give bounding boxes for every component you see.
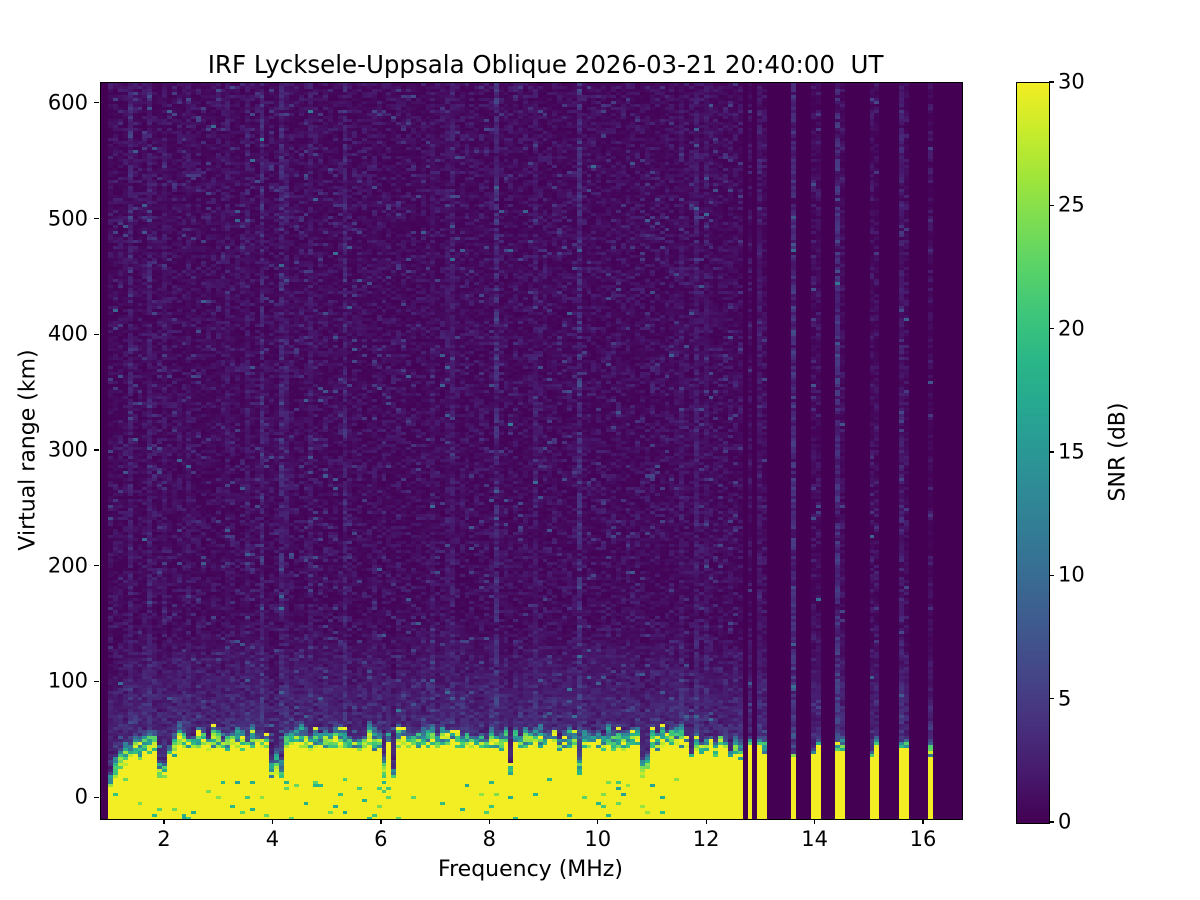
y-tick-mark xyxy=(94,680,99,683)
x-axis-title: Frequency (MHz) xyxy=(438,857,623,882)
y-tick-label: 500 xyxy=(47,206,88,231)
y-tick-label: 300 xyxy=(47,437,88,462)
y-tick-label: 400 xyxy=(47,321,88,346)
x-tick-mark xyxy=(163,819,165,824)
x-tick-mark xyxy=(380,819,382,824)
y-tick-label: 600 xyxy=(47,90,88,115)
x-tick-mark xyxy=(813,819,816,824)
y-tick-mark xyxy=(94,333,99,335)
colorbar-tick-label: 15 xyxy=(1058,439,1085,464)
y-tick-mark xyxy=(94,217,99,220)
y-tick-mark xyxy=(94,796,99,798)
colorbar-tick-label: 20 xyxy=(1058,316,1085,341)
y-tick-mark xyxy=(94,102,99,104)
x-tick-label: 8 xyxy=(482,827,496,851)
colorbar-tick-mark xyxy=(1049,698,1055,700)
colorbar xyxy=(1016,82,1050,824)
x-tick-mark xyxy=(597,819,599,824)
colorbar-tick-label: 5 xyxy=(1058,686,1072,711)
colorbar-gradient xyxy=(1017,83,1049,823)
x-tick-label: 2 xyxy=(157,827,171,851)
colorbar-tick-label: 0 xyxy=(1058,809,1072,834)
colorbar-tick-mark xyxy=(1049,574,1055,576)
x-tick-label: 10 xyxy=(584,827,612,851)
colorbar-tick-mark xyxy=(1049,451,1055,453)
colorbar-tick-label: 30 xyxy=(1058,69,1085,94)
x-tick-label: 14 xyxy=(801,827,828,851)
x-tick-label: 6 xyxy=(374,827,388,851)
y-tick-mark xyxy=(94,449,99,451)
ionogram-plot-area xyxy=(100,82,963,820)
colorbar-tick-mark xyxy=(1049,821,1055,823)
ionogram-heatmap-canvas xyxy=(101,83,962,819)
y-axis-title: Virtual range (km) xyxy=(15,349,41,551)
y-tick-label: 100 xyxy=(47,668,88,693)
y-tick-mark xyxy=(94,565,99,567)
x-tick-mark xyxy=(271,819,274,824)
x-tick-mark xyxy=(488,819,490,824)
colorbar-tick-mark xyxy=(1049,81,1055,83)
colorbar-tick-label: 10 xyxy=(1058,562,1085,587)
y-tick-label: 0 xyxy=(74,784,88,809)
x-tick-mark xyxy=(705,819,707,824)
x-tick-label: 4 xyxy=(265,827,280,851)
x-tick-mark xyxy=(922,819,924,824)
colorbar-tick-mark xyxy=(1049,204,1055,206)
y-tick-label: 200 xyxy=(47,553,88,578)
colorbar-tick-label: 25 xyxy=(1058,192,1085,217)
colorbar-title: SNR (dB) xyxy=(1105,402,1131,502)
x-tick-label: 12 xyxy=(692,827,720,851)
x-tick-label: 16 xyxy=(909,827,937,851)
colorbar-tick-mark xyxy=(1049,328,1055,330)
figure-title-line1: IRF Lycksele-Uppsala Oblique 2026-03-21 … xyxy=(207,50,884,79)
